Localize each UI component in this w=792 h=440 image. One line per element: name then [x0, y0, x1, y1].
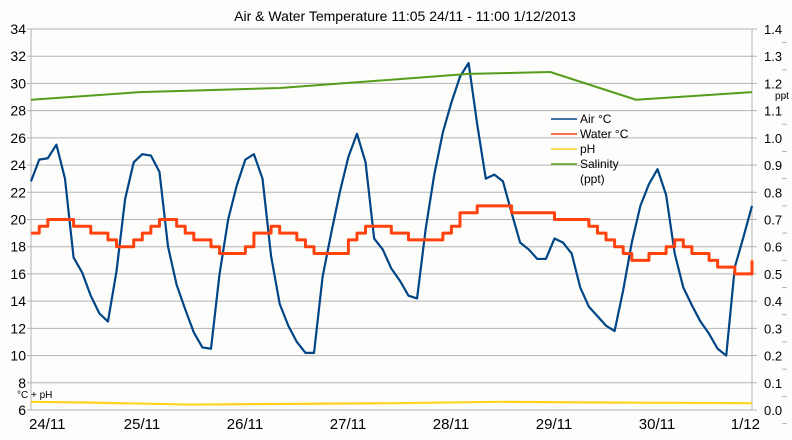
left-tick-label: 24	[10, 157, 26, 173]
right-axis-ticks: 0.0 0.1 0.2 0.3 0.4 0.5 0.6 0.7 0.8 0.9 1.0 1.1 1.2 1…	[752, 22, 787, 425]
right-tick-label: 0.0	[764, 403, 782, 418]
x-tick-label: 1/12	[731, 416, 760, 433]
legend-label-air: Air °C	[580, 112, 612, 126]
chart-title: Air & Water Temperature 11:05 24/11 - 11…	[234, 8, 576, 24]
x-tick-label: 24/11	[29, 416, 65, 433]
x-tick-label: 27/11	[330, 416, 366, 433]
right-tick-label: 1.3	[764, 49, 782, 64]
right-tick-label: 0.5	[764, 267, 782, 282]
right-tick-label: 0.2	[764, 349, 782, 364]
series-lines	[29, 61, 754, 406]
right-tick-label: 0.6	[764, 240, 782, 255]
right-tick-label: 1.4	[764, 22, 782, 37]
left-tick-label: 22	[10, 184, 26, 200]
series-line-ph	[30, 400, 753, 406]
left-tick-label: 14	[10, 293, 26, 309]
x-axis-ticks: 24/11 25/11 26/11 27/11 28/11 29/11 30/11 1/12	[29, 416, 760, 433]
x-tick-label: 30/11	[639, 416, 675, 433]
left-axis-label: °C + pH	[17, 390, 52, 401]
left-tick-label: 32	[10, 48, 26, 64]
right-tick-label: 1.0	[764, 131, 782, 146]
gridlines	[30, 28, 753, 411]
legend-label-salinity: Salinity	[580, 157, 619, 171]
right-axis-label: ppt	[775, 91, 789, 102]
right-tick-label: 0.9	[764, 158, 782, 173]
left-tick-label: 26	[10, 130, 26, 146]
legend-label-ph: pH	[580, 142, 595, 156]
x-tick-label: 25/11	[124, 416, 160, 433]
legend: Air °C Water °C pH Salinity (ppt)	[551, 112, 629, 186]
series-line-air-c	[29, 61, 754, 357]
right-tick-label: 0.1	[764, 376, 782, 391]
left-tick-label: 8	[18, 375, 26, 391]
right-tick-label: 0.4	[764, 294, 782, 309]
left-tick-label: 18	[10, 239, 26, 255]
series-line-water-c	[31, 204, 754, 276]
left-tick-label: 28	[10, 103, 26, 119]
left-axis-ticks: 6 8 10 12 14 16 18 20 22 24 26 28 30 32 34	[10, 21, 31, 418]
left-tick-label: 12	[10, 320, 26, 336]
x-tick-label: 29/11	[536, 416, 572, 433]
left-tick-label: 30	[10, 75, 26, 91]
right-tick-label: 1.1	[764, 104, 782, 119]
left-tick-label: 20	[10, 212, 26, 228]
right-tick-label: 0.8	[764, 185, 782, 200]
legend-label-salinity-unit: (ppt)	[580, 172, 605, 186]
left-tick-label: 6	[18, 402, 26, 418]
right-tick-label: 0.3	[764, 321, 782, 336]
left-tick-label: 10	[10, 348, 26, 364]
left-tick-label: 16	[10, 266, 26, 282]
series-line-salinity-ppt	[30, 70, 753, 101]
x-tick-label: 26/11	[227, 416, 263, 433]
right-tick-label: 0.7	[764, 213, 782, 228]
x-tick-label: 28/11	[433, 416, 469, 433]
right-tick-label: 1.2	[764, 76, 782, 91]
legend-label-water: Water °C	[580, 127, 629, 141]
left-tick-label: 34	[10, 21, 26, 37]
